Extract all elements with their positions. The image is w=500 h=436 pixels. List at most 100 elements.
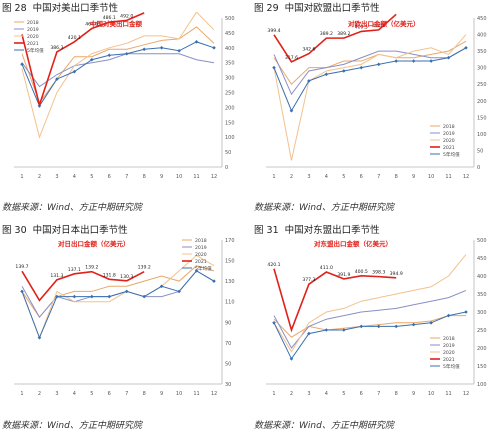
chart-panel-us: 图 28 中国对美出口季节性 0 50 100 150 200 250 300 350 400 45… (0, 0, 248, 218)
y-tick-label: 350 (477, 292, 487, 298)
data-point-avg (72, 69, 77, 74)
y-tick-label: 400 (225, 46, 235, 52)
y-tick-label: 150 (225, 120, 235, 126)
data-point-avg (307, 79, 311, 83)
y-tick-label: 200 (477, 99, 487, 105)
legend-label: 2020 (443, 350, 455, 356)
data-point-avg (324, 328, 329, 332)
legend-label: 2019 (443, 131, 455, 137)
x-tick-label: 4 (73, 174, 76, 180)
data-point-avg (394, 324, 398, 329)
y-tick-label: 0 (225, 165, 228, 171)
y-tick-label: 70 (225, 341, 231, 347)
y-tick-label: 100 (477, 382, 487, 388)
data-point-avg (376, 324, 381, 329)
legend-label: 5年均值 (195, 265, 212, 272)
x-tick-label: 7 (125, 174, 128, 180)
data-label: 486.1 (103, 15, 116, 21)
figure-caption: 中国对美出口季节性 (32, 3, 119, 14)
data-point-avg (212, 46, 216, 50)
y-tick-label: 450 (477, 16, 487, 22)
data-label: 137.1 (68, 267, 81, 273)
x-tick-label: 2 (38, 391, 41, 397)
data-point-avg (446, 55, 451, 60)
data-point-avg (72, 294, 77, 299)
data-label: 400.5 (355, 269, 368, 275)
chart-panel-japan: 图 30 中国对日本出口季节性 30 50 70 90 110 130 150 170 1 2 3 4 5… (0, 222, 248, 436)
series-line-5年均值 (21, 41, 215, 107)
data-label: 461.2 (390, 12, 403, 13)
data-label: 377.3 (302, 277, 315, 283)
figure-title: 图 29 中国对欧盟出口季节性 (254, 0, 386, 14)
y-tick-label: 300 (477, 310, 487, 316)
data-point-avg (307, 331, 311, 336)
y-tick-label: 50 (225, 361, 231, 367)
y-tick-label: 300 (477, 66, 487, 72)
y-tick-label: 500 (225, 16, 235, 22)
data-label: 139.7 (15, 264, 28, 270)
x-tick-label: 8 (395, 391, 398, 397)
series-line-2019 (21, 53, 215, 88)
legend-label: 2018 (443, 336, 455, 342)
x-tick-label: 7 (125, 391, 128, 397)
x-tick-label: 5 (342, 391, 345, 397)
figure-number: 图 30 (2, 225, 27, 236)
x-tick-label: 2 (290, 391, 293, 397)
figure-title: 图 28 中国对美出口季节性 (2, 0, 124, 14)
x-tick-label: 9 (412, 391, 415, 397)
data-point-avg (159, 284, 164, 289)
legend-label: 2021 (27, 41, 39, 47)
x-tick-label: 11 (445, 391, 451, 397)
legend-label: 2020 (27, 34, 39, 40)
data-label: 420.1 (68, 35, 81, 41)
y-tick-label: 250 (477, 82, 487, 88)
y-tick-label: 500 (477, 238, 487, 244)
x-tick-label: 3 (55, 391, 58, 397)
data-point-avg (107, 294, 112, 299)
x-tick-label: 12 (211, 174, 217, 180)
x-tick-label: 9 (160, 174, 163, 180)
data-point-avg (20, 62, 24, 66)
x-tick-label: 3 (307, 174, 310, 180)
x-tick-label: 4 (325, 174, 328, 180)
data-label: 389.2 (320, 31, 333, 37)
series-line-2018 (21, 26, 215, 104)
figure-title: 图 31 中国对东盟出口季节性 (254, 222, 386, 236)
y-tick-label: 250 (477, 328, 487, 334)
data-point-avg (342, 328, 346, 332)
x-tick-label: 6 (360, 391, 363, 397)
x-tick-label: 4 (73, 391, 76, 397)
legend-label: 5年均值 (443, 363, 460, 370)
data-point-avg (177, 48, 181, 53)
x-tick-label: 8 (143, 174, 146, 180)
figure-title: 图 30 中国对日本出口季节性 (2, 222, 134, 236)
figure-number: 图 31 (254, 225, 279, 236)
data-label: 391.9 (337, 272, 350, 278)
y-tick-label: 150 (225, 259, 235, 265)
data-point-avg (90, 294, 94, 299)
data-source: 数据来源：Wind、方正中期研究院 (254, 203, 394, 213)
data-source: 数据来源：Wind、方正中期研究院 (2, 203, 142, 213)
x-tick-label: 12 (463, 174, 469, 180)
data-label: 411.0 (320, 265, 333, 271)
y-tick-label: 110 (225, 300, 235, 306)
x-tick-label: 10 (176, 391, 182, 397)
y-tick-label: 130 (225, 279, 235, 285)
data-point-avg (429, 321, 433, 325)
data-point-avg (90, 57, 94, 62)
legend-label: 2018 (27, 20, 39, 26)
x-tick-label: 6 (108, 174, 111, 180)
legend-label: 2020 (195, 252, 207, 258)
data-point-avg (411, 59, 416, 63)
series-line-2018 (273, 40, 467, 85)
y-tick-label: 170 (225, 238, 235, 244)
x-tick-label: 2 (38, 174, 41, 180)
data-point-avg (429, 59, 433, 63)
data-point-avg (359, 324, 364, 329)
data-point-avg (212, 279, 216, 283)
x-tick-label: 9 (160, 391, 163, 397)
data-source: 数据来源：Wind、方正中期研究院 (254, 421, 394, 431)
